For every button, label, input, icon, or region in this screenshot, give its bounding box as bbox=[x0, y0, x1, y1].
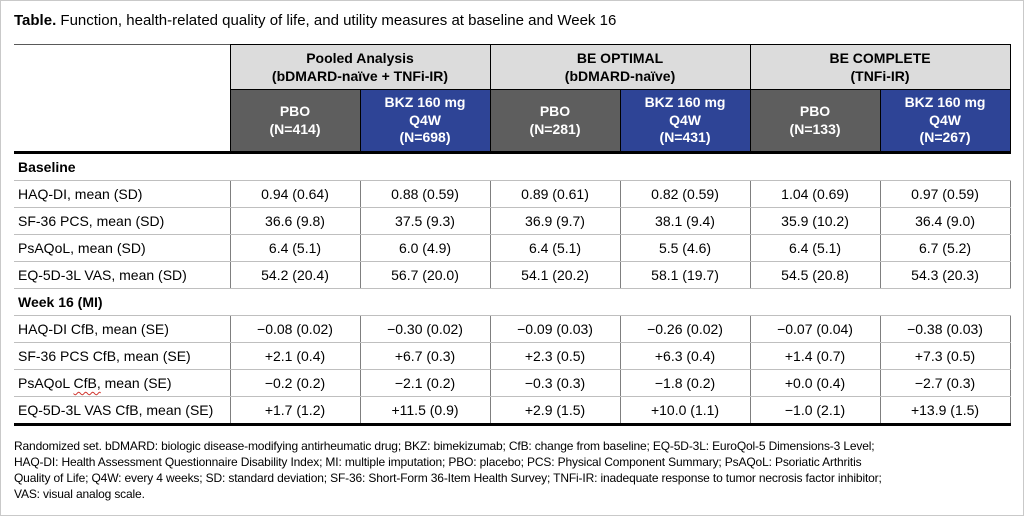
cell-value: 37.5 (9.3) bbox=[359, 206, 491, 235]
cell-value: 54.5 (20.8) bbox=[749, 260, 881, 289]
cell-value: 36.9 (9.7) bbox=[489, 206, 621, 235]
footnote-line: HAQ-DI: Health Assessment Questionnaire … bbox=[14, 454, 862, 469]
cell-value: +13.9 (1.5) bbox=[879, 395, 1011, 426]
table-row: EQ-5D-3L VAS, mean (SD) 54.2 (20.4) 56.7… bbox=[14, 260, 1011, 289]
cell-value: 36.6 (9.8) bbox=[229, 206, 361, 235]
column-header-bkz-optimal: BKZ 160 mg Q4W (N=431) bbox=[619, 89, 751, 154]
section-header-label: Baseline bbox=[14, 151, 1011, 181]
cell-value: 0.82 (0.59) bbox=[619, 179, 751, 208]
cell-value: −0.30 (0.02) bbox=[359, 314, 491, 343]
cell-value: 1.04 (0.69) bbox=[749, 179, 881, 208]
cell-value: 6.4 (5.1) bbox=[229, 233, 361, 262]
cell-value: 38.1 (9.4) bbox=[619, 206, 751, 235]
column-group-be-complete: BE COMPLETE (TNFi-IR) bbox=[749, 43, 1011, 91]
cell-value: +0.0 (0.4) bbox=[749, 368, 881, 397]
row-label: EQ-5D-3L VAS, mean (SD) bbox=[14, 260, 231, 289]
cell-value: 6.7 (5.2) bbox=[879, 233, 1011, 262]
cell-value: 54.3 (20.3) bbox=[879, 260, 1011, 289]
cell-value: −0.09 (0.03) bbox=[489, 314, 621, 343]
cell-value: −0.07 (0.04) bbox=[749, 314, 881, 343]
footnote-line: Quality of Life; Q4W: every 4 weeks; SD:… bbox=[14, 470, 882, 485]
cell-value: 54.1 (20.2) bbox=[489, 260, 621, 289]
column-header-pbo-pooled: PBO (N=414) bbox=[229, 89, 361, 154]
row-label: HAQ-DI CfB, mean (SE) bbox=[14, 314, 231, 343]
data-table: Pooled Analysis (bDMARD-naïve + TNFi-IR)… bbox=[14, 43, 1011, 426]
column-header-pbo-complete: PBO (N=133) bbox=[749, 89, 881, 154]
table-title-prefix: Table. bbox=[14, 12, 57, 29]
table-row: EQ-5D-3L VAS CfB, mean (SE) +1.7 (1.2) +… bbox=[14, 395, 1011, 426]
cell-value: 6.4 (5.1) bbox=[489, 233, 621, 262]
spellcheck-flagged-text: CfB, bbox=[73, 374, 101, 391]
section-header-baseline: Baseline bbox=[14, 151, 1011, 181]
column-group-pooled-analysis: Pooled Analysis (bDMARD-naïve + TNFi-IR) bbox=[229, 43, 491, 91]
table-row: SF-36 PCS CfB, mean (SE) +2.1 (0.4) +6.7… bbox=[14, 341, 1011, 370]
cell-value: +6.7 (0.3) bbox=[359, 341, 491, 370]
corner-cell bbox=[14, 44, 231, 154]
column-header-pbo-optimal: PBO (N=281) bbox=[489, 89, 621, 154]
cell-value: +2.3 (0.5) bbox=[489, 341, 621, 370]
cell-value: −0.26 (0.02) bbox=[619, 314, 751, 343]
row-label: SF-36 PCS CfB, mean (SE) bbox=[14, 341, 231, 370]
group-header-row: Pooled Analysis (bDMARD-naïve + TNFi-IR)… bbox=[14, 43, 1011, 154]
table-row: SF-36 PCS, mean (SD) 36.6 (9.8) 37.5 (9.… bbox=[14, 206, 1011, 235]
cell-value: +2.9 (1.5) bbox=[489, 395, 621, 426]
cell-value: −0.2 (0.2) bbox=[229, 368, 361, 397]
column-header-bkz-complete: BKZ 160 mg Q4W (N=267) bbox=[879, 89, 1011, 154]
group-title: Pooled Analysis bbox=[306, 50, 414, 66]
cell-value: −1.0 (2.1) bbox=[749, 395, 881, 426]
cell-value: +1.7 (1.2) bbox=[229, 395, 361, 426]
cell-value: 5.5 (4.6) bbox=[619, 233, 751, 262]
table-title: Table. Function, health-related quality … bbox=[14, 12, 1011, 30]
group-title: BE OPTIMAL bbox=[576, 50, 664, 66]
cell-value: −2.7 (0.3) bbox=[879, 368, 1011, 397]
column-group-be-optimal: BE OPTIMAL (bDMARD-naïve) bbox=[489, 43, 751, 91]
group-subtitle: (bDMARD-naïve) bbox=[564, 68, 676, 85]
cell-value: −0.08 (0.02) bbox=[229, 314, 361, 343]
table-row: HAQ-DI, mean (SD) 0.94 (0.64) 0.88 (0.59… bbox=[14, 179, 1011, 208]
cell-value: 0.88 (0.59) bbox=[359, 179, 491, 208]
cell-value: 0.89 (0.61) bbox=[489, 179, 621, 208]
table-row: HAQ-DI CfB, mean (SE) −0.08 (0.02) −0.30… bbox=[14, 314, 1011, 343]
row-label: PsAQoL, mean (SD) bbox=[14, 233, 231, 262]
cell-value: 0.97 (0.59) bbox=[879, 179, 1011, 208]
row-label-with-spellcheck: PsAQoL CfB, mean (SE) bbox=[14, 368, 231, 397]
group-subtitle: (TNFi-IR) bbox=[850, 68, 910, 85]
cell-value: +11.5 (0.9) bbox=[359, 395, 491, 426]
row-label: SF-36 PCS, mean (SD) bbox=[14, 206, 231, 235]
cell-value: −2.1 (0.2) bbox=[359, 368, 491, 397]
group-title: BE COMPLETE bbox=[829, 50, 931, 66]
footnote-line: VAS: visual analog scale. bbox=[14, 486, 145, 501]
cell-value: 58.1 (19.7) bbox=[619, 260, 751, 289]
cell-value: +6.3 (0.4) bbox=[619, 341, 751, 370]
cell-value: 35.9 (10.2) bbox=[749, 206, 881, 235]
cell-value: +2.1 (0.4) bbox=[229, 341, 361, 370]
cell-value: −1.8 (0.2) bbox=[619, 368, 751, 397]
cell-value: −0.3 (0.3) bbox=[489, 368, 621, 397]
row-label: EQ-5D-3L VAS CfB, mean (SE) bbox=[14, 395, 231, 426]
table-row: PsAQoL, mean (SD) 6.4 (5.1) 6.0 (4.9) 6.… bbox=[14, 233, 1011, 262]
cell-value: +1.4 (0.7) bbox=[749, 341, 881, 370]
cell-value: 6.0 (4.9) bbox=[359, 233, 491, 262]
column-header-bkz-pooled: BKZ 160 mg Q4W (N=698) bbox=[359, 89, 491, 154]
arm-header-row: PBO (N=414) BKZ 160 mg Q4W (N=698) PBO (N=28… bbox=[14, 89, 1011, 154]
section-header-label: Week 16 (MI) bbox=[14, 287, 1011, 316]
cell-value: 0.94 (0.64) bbox=[229, 179, 361, 208]
footnote-line: Randomized set. bDMARD: biologic disease… bbox=[14, 438, 875, 453]
cell-value: 6.4 (5.1) bbox=[749, 233, 881, 262]
table-row: PsAQoL CfB, mean (SE) −0.2 (0.2) −2.1 (0… bbox=[14, 368, 1011, 397]
section-header-week16: Week 16 (MI) bbox=[14, 287, 1011, 316]
cell-value: +10.0 (1.1) bbox=[619, 395, 751, 426]
table-title-text: Function, health-related quality of life… bbox=[56, 12, 617, 29]
footnote: Randomized set. bDMARD: biologic disease… bbox=[14, 439, 1011, 503]
row-label: HAQ-DI, mean (SD) bbox=[14, 179, 231, 208]
cell-value: +7.3 (0.5) bbox=[879, 341, 1011, 370]
cell-value: −0.38 (0.03) bbox=[879, 314, 1011, 343]
cell-value: 54.2 (20.4) bbox=[229, 260, 361, 289]
cell-value: 36.4 (9.0) bbox=[879, 206, 1011, 235]
group-subtitle: (bDMARD-naïve + TNFi-IR) bbox=[271, 68, 449, 85]
cell-value: 56.7 (20.0) bbox=[359, 260, 491, 289]
